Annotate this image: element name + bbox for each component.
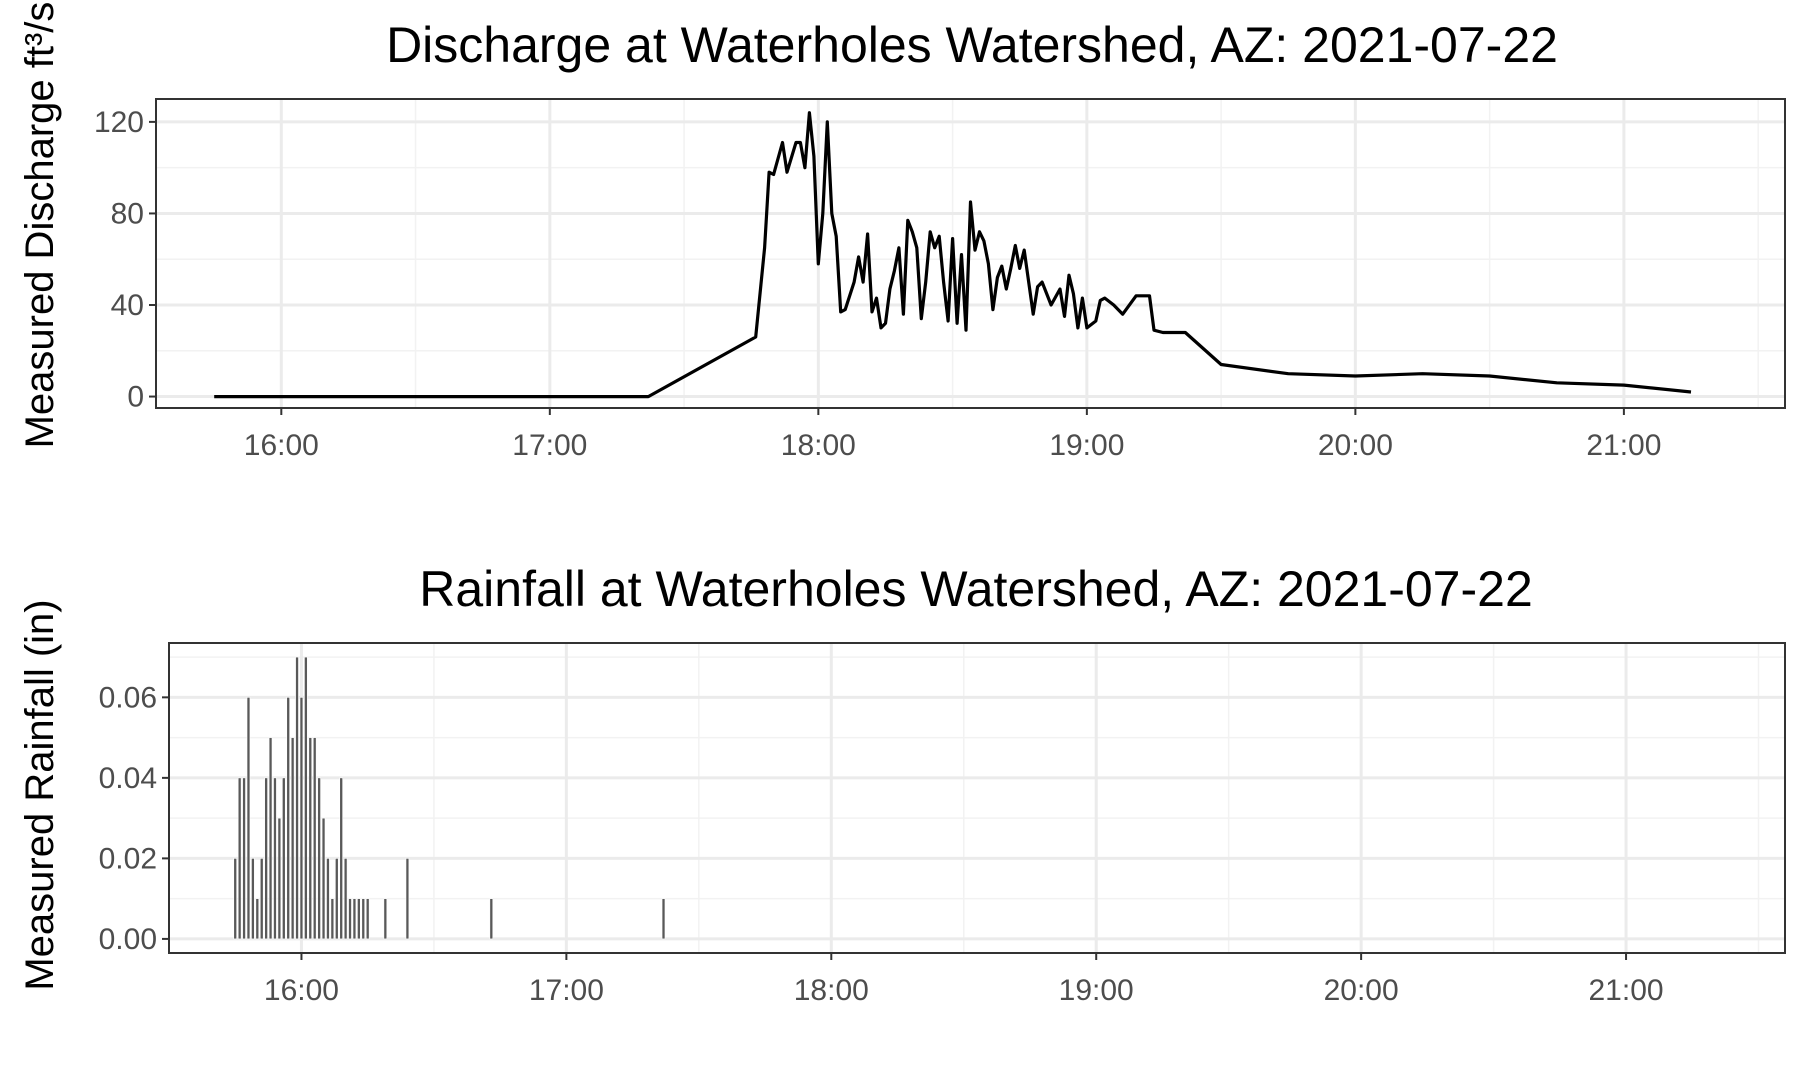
rainfall-bar [405,858,410,940]
discharge-y-axis: 0 40 80 120 [94,106,156,414]
x-tick-label: 18:00 [794,974,869,1007]
rainfall-y-axis-label: Measured Rainfall (in) [18,599,62,990]
discharge-line-series [214,111,1692,399]
y-tick-label: 0 [127,381,144,414]
y-tick-label: 0.04 [99,762,157,795]
rainfall-bar [312,737,317,940]
discharge-gridlines [156,99,1785,408]
rainfall-panel-border [168,642,1786,954]
rainfall-bar [361,898,366,940]
discharge-plot-background [156,99,1785,408]
rainfall-y-axis: 0.00 0.02 0.04 0.06 [99,681,169,956]
rainfall-bar-series [233,656,666,940]
x-tick-label: 19:00 [1059,974,1134,1007]
rainfall-bar [259,858,264,940]
rainfall-bar [661,898,666,940]
rainfall-bar [237,777,242,940]
rainfall-bar [299,697,304,940]
discharge-x-axis: 16:00 17:00 18:00 19:00 20:00 21:00 [244,408,1661,462]
rainfall-bar [251,858,255,940]
rainfall-bar [348,898,352,940]
x-tick-label: 17:00 [529,974,604,1007]
rainfall-bar [290,737,295,940]
x-tick-label: 20:00 [1318,429,1393,462]
x-tick-label: 19:00 [1049,429,1124,462]
rainfall-bar [233,858,237,940]
discharge-y-axis-label: Measured Discharge ft³/s [18,2,62,449]
rainfall-bar [383,898,388,940]
x-tick-label: 17:00 [512,429,587,462]
rainfall-bar [321,817,326,940]
y-tick-label: 0.00 [99,923,157,956]
rainfall-bar [304,656,308,940]
y-tick-label: 120 [94,106,144,139]
rainfall-bar [242,777,246,940]
rainfall-bar [352,898,357,940]
rainfall-bar [330,898,335,940]
rainfall-bar [295,656,299,940]
rainfall-bar [343,858,348,940]
x-tick-label: 18:00 [781,429,856,462]
y-tick-label: 40 [111,289,144,322]
rainfall-bar [357,898,361,940]
x-tick-label: 16:00 [264,974,339,1007]
x-tick-label: 21:00 [1589,974,1664,1007]
rainfall-bar [277,817,282,940]
rainfall-bar [282,777,286,940]
rainfall-plot-background [169,643,1785,953]
rainfall-bar [335,858,339,940]
rainfall-bar [339,777,343,940]
rainfall-bar [365,898,370,940]
rainfall-bar [308,737,313,940]
rainfall-x-axis: 16:00 17:00 18:00 19:00 20:00 21:00 [264,953,1664,1007]
x-tick-label: 21:00 [1586,429,1661,462]
rainfall-chart-title: Rainfall at Waterholes Watershed, AZ: 20… [419,561,1533,617]
y-tick-label: 0.02 [99,842,157,875]
rainfall-chart: Rainfall at Waterholes Watershed, AZ: 20… [18,561,1786,1007]
y-tick-label: 80 [111,197,144,230]
discharge-line [214,111,1692,399]
rainfall-bar [273,777,277,940]
rainfall-bar [255,898,260,940]
rainfall-bar [268,737,273,940]
rainfall-bar [489,898,494,940]
discharge-chart-title: Discharge at Waterholes Watershed, AZ: 2… [386,17,1558,73]
rainfall-bar [246,697,251,940]
x-tick-label: 20:00 [1324,974,1399,1007]
rainfall-bar [286,697,290,940]
discharge-panel-border [155,98,1786,409]
y-tick-label: 0.06 [99,681,157,714]
rainfall-bar [264,777,268,940]
rainfall-bar [326,858,330,940]
discharge-chart: Discharge at Waterholes Watershed, AZ: 2… [18,2,1786,462]
rainfall-bar [317,777,321,940]
x-tick-label: 16:00 [244,429,319,462]
rainfall-gridlines [169,643,1785,953]
